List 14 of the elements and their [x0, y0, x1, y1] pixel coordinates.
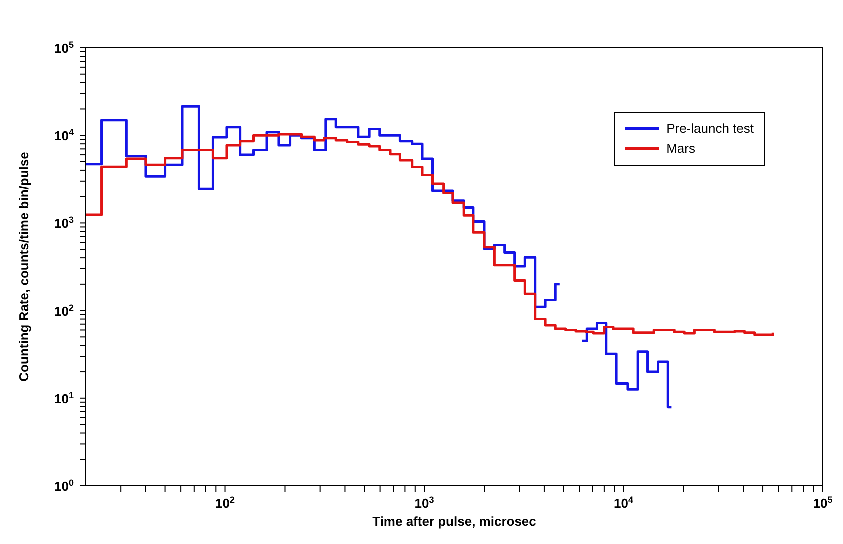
y-tick-label: 10$^{3}$: [54, 215, 74, 232]
x-tick-label: 10$^{3}$: [414, 495, 434, 511]
x-tick-label: 10$^{2}$: [216, 495, 236, 511]
y-tick-label: 10$^{4}$: [54, 128, 74, 144]
x-axis-title: Time after pulse, microsec: [372, 514, 536, 529]
y-axis-title: Counting Rate, counts/time bin/pulse: [16, 152, 32, 382]
legend-label: Pre-launch test: [666, 120, 754, 138]
y-tick-label: 10$^{0}$: [54, 478, 74, 494]
x-tick-label: 10$^{5}$: [813, 495, 833, 511]
y-tick-label: 10$^{5}$: [54, 40, 74, 56]
y-tick-label: 10$^{2}$: [54, 302, 74, 319]
x-tick-label: 10$^{4}$: [614, 495, 634, 511]
y-tick-label: 10$^{1}$: [54, 390, 74, 406]
legend-label: Mars: [666, 140, 696, 158]
